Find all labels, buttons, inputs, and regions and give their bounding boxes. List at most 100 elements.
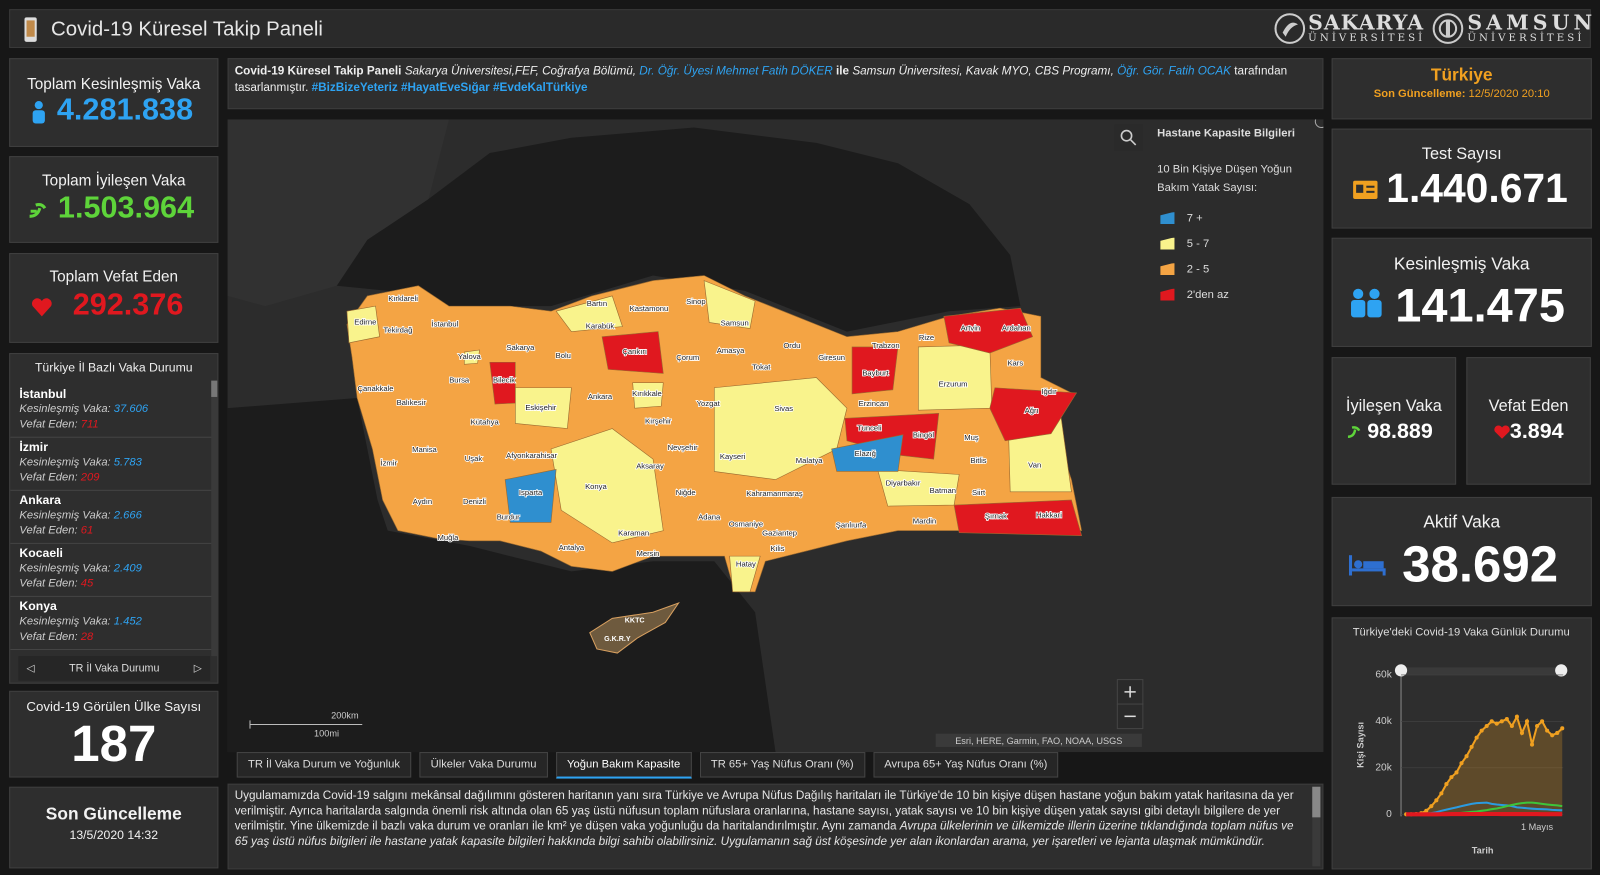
list-title: Türkiye İl Bazlı Vaka Durumu (10, 360, 217, 374)
province-label: Samsun (721, 318, 749, 327)
nav-prev[interactable]: ◁ (27, 656, 35, 680)
tab[interactable]: Yoğun Bakım Kapasite (556, 752, 692, 779)
deaths-row: Vefat Eden: 711 (19, 417, 203, 432)
confirmed-row: Kesinleşmiş Vaka: 1.452 (19, 614, 203, 629)
scroll-thumb (211, 381, 217, 397)
province-label: Sakarya (506, 343, 535, 352)
zoom-in[interactable] (1117, 680, 1143, 704)
point (1540, 719, 1544, 723)
list-nav[interactable]: ◁TR İl Vaka Durumu▷ (18, 656, 210, 680)
province-label: Bartın (587, 299, 607, 308)
province-label: Kars (1007, 358, 1023, 367)
info-link[interactable]: Dr. Öğr. Üyesi Mehmet Fatih DÖKER (639, 65, 832, 77)
province-label: Iğdır (1041, 387, 1057, 396)
update-value: 12/5/2020 20:10 (1469, 88, 1550, 100)
province-label: Eskişehir (525, 403, 556, 412)
province-label: Hakkari (1036, 510, 1062, 519)
province-label: Denizli (463, 497, 486, 506)
province-name: Kocaeli (19, 546, 203, 561)
province-label: Şırnak (985, 511, 1007, 520)
deaths-row: Vefat Eden: 28 (19, 630, 203, 645)
province-label: Kırşehir (645, 416, 672, 425)
stat-value: 292.376 (39, 288, 218, 323)
logo-name: SAKARYA (1308, 12, 1425, 32)
range-slider[interactable] (1401, 667, 1562, 674)
province-region[interactable] (918, 345, 991, 410)
province-label: Siirt (972, 488, 986, 497)
confirmed-label: Kesinleşmiş Vaka: (19, 615, 110, 627)
logo-name: SAMSUN (1467, 12, 1596, 32)
tab[interactable]: TR 65+ Yaş Nüfus Oranı (%) (700, 752, 865, 778)
point (1545, 729, 1549, 733)
deaths-label: Vefat Eden: (19, 631, 77, 643)
point (1500, 719, 1504, 723)
province-label: Bilecik (493, 376, 515, 385)
province-label: Diyarbakır (886, 479, 921, 488)
confirmed-row: Kesinleşmiş Vaka: 5.783 (19, 455, 203, 470)
province-label: Bitlis (971, 456, 987, 465)
province-label: Niğde (676, 488, 696, 497)
province-label: Aksaray (636, 461, 664, 470)
deaths-value: 28 (81, 631, 93, 643)
province-label: Çanakkale (357, 384, 393, 393)
info-box: Covid-19 Küresel Takip Paneli Sakarya Ün… (228, 58, 1324, 109)
deaths-label: Vefat Eden: (19, 418, 77, 430)
province-label: Batman (930, 486, 956, 495)
tab-bar: TR İl Vaka Durum ve Yoğunluk Ülkeler Vaka… (237, 752, 1059, 776)
nav-next[interactable]: ▷ (194, 656, 202, 680)
point (1560, 726, 1564, 730)
deaths-value: 61 (81, 524, 93, 536)
stat-card: Toplam Kesinleşmiş Vaka 4.281.838 (9, 58, 218, 147)
point (1465, 754, 1469, 758)
info-link[interactable]: Öğr. Gör. Fatih OCAK (1117, 65, 1231, 77)
legend: Hastane Kapasite Bilgileri 10 Bin Kişiye… (1157, 128, 1310, 308)
point (1515, 715, 1519, 719)
tab[interactable]: Ülkeler Vaka Durumu (419, 752, 547, 778)
legend-item: 7 + (1157, 205, 1310, 231)
point (1434, 798, 1438, 802)
tab[interactable]: Avrupa 65+ Yaş Nüfus Oranı (%) (873, 752, 1059, 778)
point (1555, 731, 1559, 735)
point (1490, 719, 1494, 723)
scale-label: 200km (331, 710, 359, 720)
legend-swatch (1160, 263, 1174, 275)
stat-card: Aktif Vaka 38.692 (1332, 497, 1592, 606)
legend-swatch (1160, 288, 1174, 300)
point (1459, 761, 1463, 765)
province-label: Mersin (636, 549, 659, 558)
zoom-out[interactable] (1117, 704, 1143, 728)
search-button[interactable] (1114, 124, 1143, 151)
province-label: Aydın (413, 497, 432, 506)
legend-swatch (1160, 237, 1174, 249)
province-label: Manisa (412, 445, 437, 454)
update-value: 13/5/2020 14:32 (10, 828, 217, 842)
info-text: Samsun Üniversitesi, Kavak MYO, CBS Prog… (852, 65, 1114, 77)
legend-label: 7 + (1187, 212, 1203, 224)
deaths-label: Vefat Eden: (19, 578, 77, 590)
province-label: Çankırı (622, 347, 647, 356)
province-name: İzmir (19, 440, 203, 455)
province-region[interactable] (954, 500, 1082, 536)
province-label: Gaziantep (762, 529, 797, 538)
province-label: Karaman (618, 529, 649, 538)
province-label: Erzurum (939, 380, 968, 389)
province-label: Edirne (354, 317, 376, 326)
header-title: Covid-19 Küresel Takip Paneli (51, 18, 323, 41)
chart-card: Türkiye'deki Covid-19 Vaka Günlük Durumu… (1332, 617, 1592, 869)
tab[interactable]: TR İl Vaka Durum ve Yoğunluk (237, 752, 411, 778)
province-label: Kırklareli (388, 294, 418, 303)
province-label: Bolu (556, 351, 571, 360)
confirmed-row: Kesinleşmiş Vaka: 2.666 (19, 508, 203, 523)
expand-button[interactable] (1315, 119, 1323, 127)
